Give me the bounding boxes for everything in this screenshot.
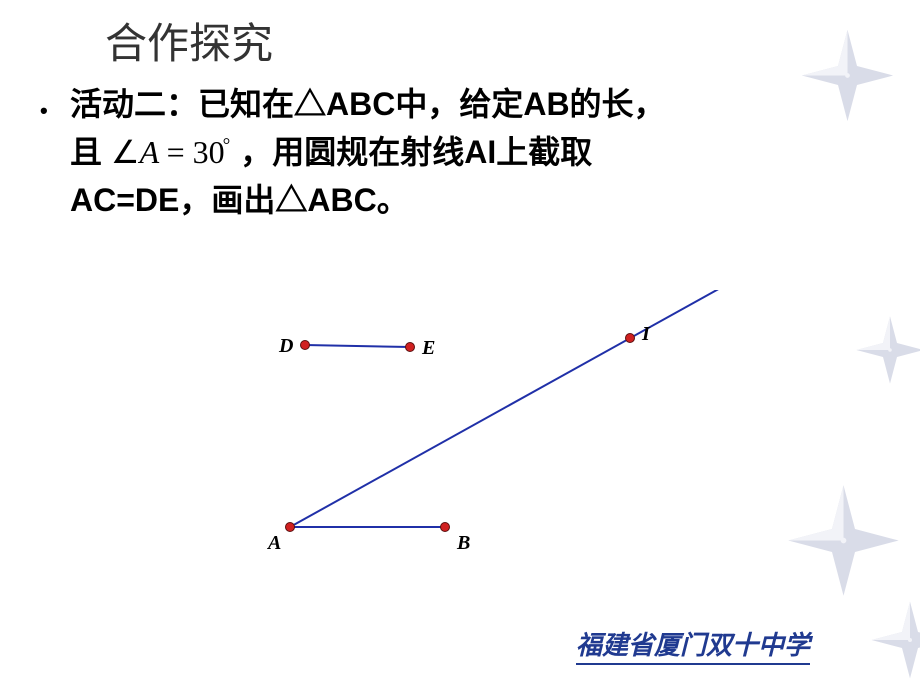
star-icon (786, 483, 901, 598)
body-line-2: 且 ∠A = 30° ，用圆规在射线AI上截取 (70, 128, 880, 176)
slide-body: • 活动二：已知在△ABC中，给定AB的长， 且 ∠A = 30° ，用圆规在射… (70, 80, 880, 224)
geometry-diagram: D E I A B (230, 290, 790, 580)
body-line-1: 活动二：已知在△ABC中，给定AB的长， (70, 80, 880, 128)
bullet-icon: • (40, 94, 48, 127)
svg-text:D: D (278, 335, 293, 357)
svg-text:A: A (266, 532, 281, 554)
angle-deg: ° (223, 135, 231, 156)
line2-suffix: ，用圆规在射线AI上截取 (240, 134, 592, 170)
angle-symbol: ∠ (111, 134, 140, 170)
slide-title: 合作探究 (105, 10, 273, 71)
angle-var: A (140, 134, 159, 170)
star-icon (870, 600, 920, 680)
svg-text:I: I (641, 323, 651, 345)
line2-prefix: 且 (70, 134, 102, 170)
svg-text:E: E (421, 337, 435, 359)
diagram-svg: D E I A B (230, 290, 790, 580)
footer-school: 福建省厦门双十中学 (576, 625, 810, 665)
angle-val: 30 (193, 134, 225, 170)
angle-eq: = (167, 134, 185, 170)
body-line-3: AC=DE，画出△ABC。 (70, 176, 880, 224)
angle-formula: ∠A = 30° (111, 134, 240, 170)
svg-text:B: B (456, 532, 470, 554)
star-icon (855, 315, 920, 385)
